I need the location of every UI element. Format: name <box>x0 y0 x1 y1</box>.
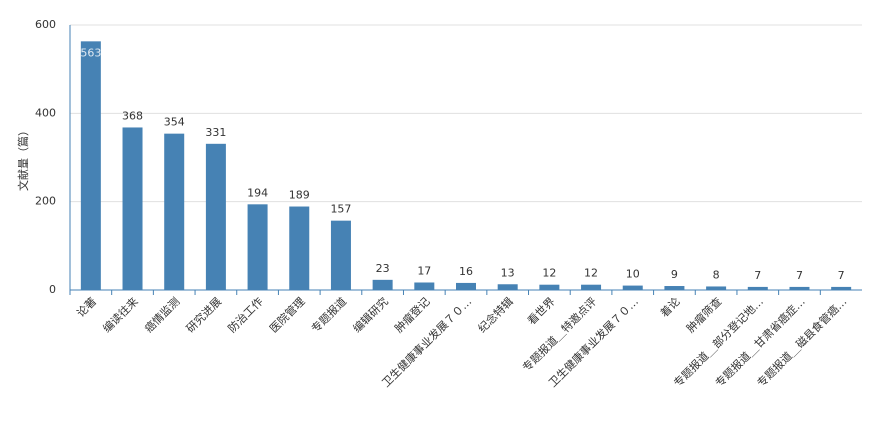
bar <box>80 41 101 290</box>
value-label: 23 <box>376 262 390 275</box>
bar <box>497 284 518 290</box>
value-label: 157 <box>330 203 351 216</box>
bar <box>330 220 351 290</box>
bar <box>289 206 310 290</box>
x-tick-label: 专题报道 <box>308 294 349 335</box>
value-label: 12 <box>542 267 556 280</box>
y-tick-label: 200 <box>35 195 56 208</box>
value-label: 563 <box>80 46 101 59</box>
x-tick-label: 医院管理 <box>266 294 307 335</box>
value-label: 10 <box>626 268 640 281</box>
x-tick-label: 着论 <box>657 294 682 319</box>
bar <box>247 204 268 290</box>
bar <box>581 284 602 290</box>
x-tick-label: 癌情监测 <box>141 294 182 335</box>
y-tick-label: 400 <box>35 106 56 119</box>
value-label: 13 <box>501 266 515 279</box>
bar <box>706 286 727 290</box>
value-label: 7 <box>796 269 803 282</box>
value-label: 16 <box>459 265 473 278</box>
x-tick-label: 专题报道＿特邀点评 <box>519 294 599 374</box>
x-tick-label: 论著 <box>74 294 99 319</box>
x-tick-label: 编读往来 <box>100 294 141 335</box>
bar <box>414 282 435 290</box>
x-tick-label: 肿瘤登记 <box>392 294 433 335</box>
bar <box>539 284 560 290</box>
x-tick-label: 纪念特辑 <box>475 294 516 335</box>
x-tick-label: 看世界 <box>524 294 557 327</box>
bar <box>122 127 143 290</box>
bar <box>747 286 768 290</box>
bar <box>831 286 852 290</box>
x-tick-label: 研究进展 <box>183 294 224 335</box>
value-label: 194 <box>247 186 268 199</box>
bar <box>622 285 643 290</box>
value-label: 368 <box>122 109 143 122</box>
bar <box>789 286 810 290</box>
value-label: 189 <box>289 189 310 202</box>
value-label: 9 <box>671 268 678 281</box>
value-label: 8 <box>713 268 720 281</box>
y-axis-title: 文献量（篇） <box>16 125 30 191</box>
value-label: 331 <box>205 126 226 139</box>
value-label: 12 <box>584 267 598 280</box>
bar <box>372 279 393 290</box>
value-label: 7 <box>838 269 845 282</box>
x-tick-label: 编辑研究 <box>350 294 391 335</box>
x-tick-label: 肿瘤筛查 <box>683 294 724 335</box>
y-tick-label: 0 <box>49 283 56 296</box>
bar <box>456 282 476 290</box>
bar <box>164 133 185 290</box>
y-tick-label: 600 <box>35 18 56 31</box>
value-label: 354 <box>164 116 185 129</box>
x-tick-label: 防治工作 <box>225 294 266 335</box>
bar <box>205 143 226 290</box>
value-label: 7 <box>754 269 761 282</box>
value-label: 17 <box>417 264 431 277</box>
bar <box>664 286 685 290</box>
